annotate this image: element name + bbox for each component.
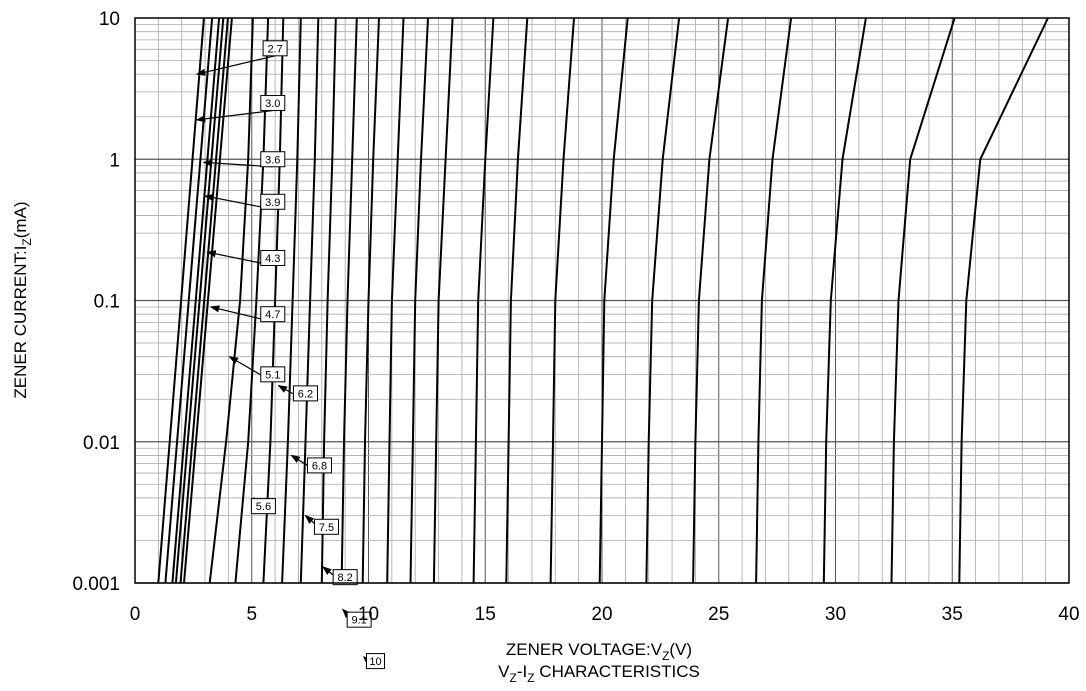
series-line-33 [890, 17, 956, 584]
series-line-5.6 [234, 17, 270, 584]
label-box-4.7 [260, 306, 286, 323]
series-line-6.2 [262, 17, 285, 584]
y-tick-10: 10 [99, 9, 120, 30]
label-text-5.1: 5.1 [265, 369, 280, 381]
series-line-4.3 [179, 17, 229, 584]
plot-frame [134, 17, 1070, 584]
x-axis-label-main: ZENER VOLTAGE:V [506, 640, 663, 659]
chart-subtitle: VZ-IZ CHARACTERISTICS [498, 662, 700, 685]
x-tick-0: 0 [130, 604, 141, 625]
label-box-7.5 [313, 518, 339, 535]
label-box-6.2 [292, 385, 318, 402]
x-tick-40: 40 [1058, 604, 1079, 625]
label-text-4.3: 4.3 [265, 253, 280, 265]
series-line-9.1 [340, 17, 358, 584]
series-line-36 [958, 17, 1049, 584]
series-line-10 [361, 17, 380, 584]
x-axis-label-sub: Z [662, 649, 669, 663]
subtitle-part-i: -I [517, 662, 527, 681]
label-text-5.6: 5.6 [256, 501, 271, 513]
y-axis-label: ZENER CURRENT:IZ(mA) [11, 201, 34, 398]
label-arrow-2.7 [195, 55, 276, 76]
subtitle-sub-1: Z [509, 671, 516, 685]
label-box-10 [366, 653, 386, 670]
label-text-6.8: 6.8 [312, 460, 327, 472]
label-box-6.8 [306, 457, 332, 474]
y-axis-label-unit: (mA) [11, 201, 30, 238]
series-line-12 [409, 17, 429, 584]
y-axis-label-sub: Z [20, 238, 34, 245]
series-line-2.7 [157, 17, 205, 584]
x-tick-30: 30 [825, 604, 846, 625]
series-line-4.7 [183, 17, 233, 584]
label-box-5.1 [260, 366, 286, 383]
x-tick-labels: 0 5 10 15 20 25 30 35 40 [130, 604, 1080, 625]
series-line-5.1 [208, 17, 254, 584]
label-text-2.7: 2.7 [267, 43, 282, 55]
series-line-27 [755, 17, 793, 584]
y-tick-0.1: 0.1 [94, 292, 120, 313]
x-tick-35: 35 [942, 604, 963, 625]
label-text-4.7: 4.7 [265, 309, 280, 321]
y-tick-1: 1 [109, 150, 120, 171]
subtitle-part-v: V [498, 662, 510, 681]
y-tick-0.001: 0.001 [72, 574, 120, 595]
series-line-3.9 [174, 17, 225, 584]
label-text-3.0: 3.0 [265, 98, 280, 110]
series-line-3.6 [171, 17, 221, 584]
x-tick-20: 20 [591, 604, 612, 625]
x-axis-label-unit: (V) [669, 640, 692, 659]
y-axis-label-main: ZENER CURRENT:I [11, 246, 30, 399]
label-text-9.1: 9.1 [352, 615, 367, 627]
label-arrow-3.0 [195, 109, 273, 123]
series-line-24 [692, 17, 730, 584]
label-text-3.9: 3.9 [265, 197, 280, 209]
label-text-10: 10 [369, 656, 381, 668]
label-text-6.2: 6.2 [298, 388, 313, 400]
x-axis-label: ZENER VOLTAGE:VZ(V) [506, 640, 692, 663]
series-line-13 [432, 17, 454, 584]
label-box-3.6 [260, 151, 286, 168]
label-box-9.1 [346, 611, 372, 628]
subtitle-sub-2: Z [527, 671, 534, 685]
label-box-4.3 [260, 249, 286, 266]
series-line-18 [549, 17, 575, 584]
label-text-7.5: 7.5 [319, 522, 334, 534]
label-text-3.6: 3.6 [265, 154, 280, 166]
y-tick-labels: 10 1 0.1 0.01 0.001 [72, 9, 120, 595]
label-box-8.2 [332, 569, 358, 586]
x-tick-5: 5 [246, 604, 257, 625]
series-line-3.0 [164, 17, 214, 584]
series-line-8.2 [320, 17, 337, 584]
series-lines [157, 17, 1049, 584]
label-box-2.7 [262, 40, 288, 57]
series-line-20 [598, 17, 629, 584]
label-box-5.6 [250, 498, 276, 515]
series-line-22 [645, 17, 681, 584]
series-line-30 [822, 17, 867, 584]
series-line-11 [386, 17, 405, 584]
x-tick-25: 25 [708, 604, 729, 625]
series-labels: 2.73.03.63.94.34.75.15.66.26.87.58.29.11… [195, 40, 386, 670]
x-tick-15: 15 [475, 604, 496, 625]
x-tick-10: 10 [358, 604, 379, 625]
series-line-16 [505, 17, 529, 584]
series-line-6.8 [281, 17, 302, 584]
y-tick-0.01: 0.01 [83, 433, 120, 454]
label-text-8.2: 8.2 [338, 572, 353, 584]
subtitle-part-text: CHARACTERISTICS [535, 662, 700, 681]
label-box-3.9 [260, 193, 286, 210]
label-box-3.0 [260, 95, 286, 112]
series-line-7.5 [299, 17, 320, 584]
series-line-15 [472, 17, 495, 584]
